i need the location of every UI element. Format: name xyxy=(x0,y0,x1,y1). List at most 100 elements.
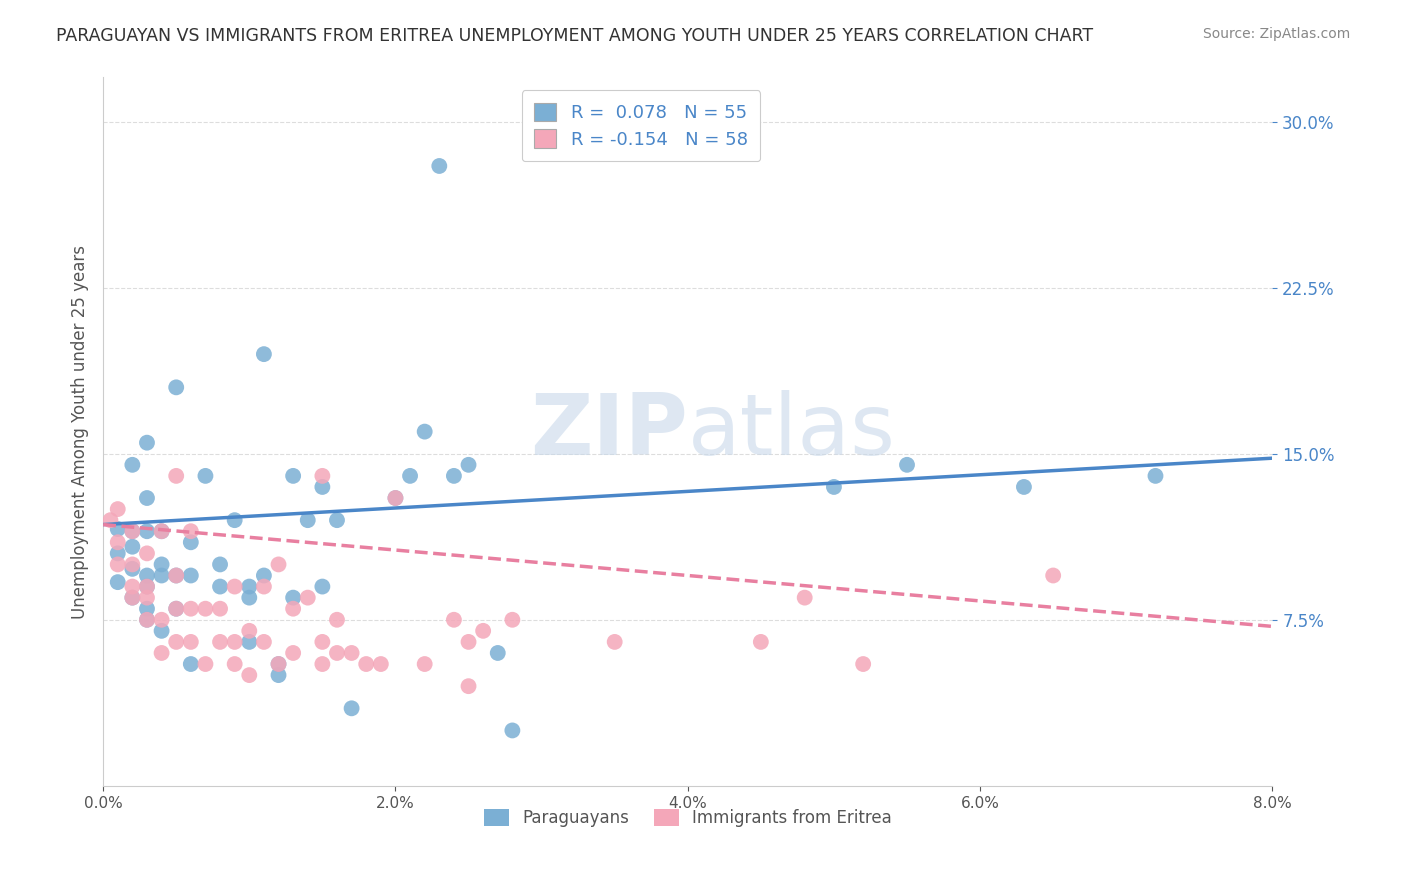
Point xyxy=(209,558,232,572)
Point xyxy=(165,601,187,615)
Point xyxy=(180,657,202,671)
Point xyxy=(326,513,349,527)
Point xyxy=(165,469,187,483)
Point xyxy=(326,646,349,660)
Point xyxy=(281,591,304,605)
Point xyxy=(311,480,333,494)
Point xyxy=(603,635,626,649)
Point xyxy=(136,591,159,605)
Point xyxy=(311,469,333,483)
Point xyxy=(281,646,304,660)
Point xyxy=(384,491,406,505)
Point xyxy=(107,522,129,536)
Point xyxy=(136,601,159,615)
Point xyxy=(326,613,349,627)
Point xyxy=(443,613,465,627)
Point xyxy=(370,657,392,671)
Point xyxy=(297,591,319,605)
Point xyxy=(107,502,129,516)
Point xyxy=(150,568,173,582)
Point xyxy=(238,624,260,638)
Point xyxy=(501,613,523,627)
Point xyxy=(136,613,159,627)
Point xyxy=(121,562,143,576)
Point xyxy=(267,657,290,671)
Legend: Paraguayans, Immigrants from Eritrea: Paraguayans, Immigrants from Eritrea xyxy=(477,803,898,834)
Y-axis label: Unemployment Among Youth under 25 years: Unemployment Among Youth under 25 years xyxy=(72,244,89,619)
Point xyxy=(150,558,173,572)
Point xyxy=(253,568,276,582)
Point xyxy=(281,469,304,483)
Point xyxy=(297,513,319,527)
Point xyxy=(224,513,246,527)
Point xyxy=(340,701,363,715)
Point xyxy=(457,679,479,693)
Point xyxy=(107,535,129,549)
Point xyxy=(165,568,187,582)
Point xyxy=(238,668,260,682)
Point xyxy=(311,657,333,671)
Point xyxy=(209,580,232,594)
Point xyxy=(136,613,159,627)
Point xyxy=(136,546,159,560)
Point xyxy=(180,535,202,549)
Point xyxy=(107,558,129,572)
Point xyxy=(121,591,143,605)
Point xyxy=(427,159,450,173)
Point xyxy=(238,580,260,594)
Point xyxy=(150,646,173,660)
Point xyxy=(399,469,422,483)
Point xyxy=(136,580,159,594)
Point xyxy=(443,469,465,483)
Point xyxy=(180,568,202,582)
Point xyxy=(1012,480,1035,494)
Point xyxy=(238,635,260,649)
Point xyxy=(136,524,159,539)
Point xyxy=(121,591,143,605)
Point xyxy=(267,657,290,671)
Point xyxy=(136,568,159,582)
Point xyxy=(253,580,276,594)
Point xyxy=(224,580,246,594)
Point xyxy=(136,491,159,505)
Point xyxy=(165,380,187,394)
Point xyxy=(253,347,276,361)
Point xyxy=(121,524,143,539)
Point xyxy=(384,491,406,505)
Point xyxy=(311,635,333,649)
Point xyxy=(180,524,202,539)
Point xyxy=(121,558,143,572)
Text: atlas: atlas xyxy=(688,390,896,473)
Point xyxy=(486,646,509,660)
Point xyxy=(194,469,217,483)
Point xyxy=(165,601,187,615)
Point xyxy=(1042,568,1064,582)
Point xyxy=(150,524,173,539)
Point xyxy=(501,723,523,738)
Point xyxy=(472,624,495,638)
Point xyxy=(238,591,260,605)
Point xyxy=(100,513,122,527)
Point xyxy=(121,540,143,554)
Point xyxy=(194,657,217,671)
Point xyxy=(121,524,143,539)
Point xyxy=(180,635,202,649)
Point xyxy=(267,558,290,572)
Point xyxy=(457,458,479,472)
Point xyxy=(413,657,436,671)
Text: ZIP: ZIP xyxy=(530,390,688,473)
Point xyxy=(749,635,772,649)
Point xyxy=(253,635,276,649)
Text: PARAGUAYAN VS IMMIGRANTS FROM ERITREA UNEMPLOYMENT AMONG YOUTH UNDER 25 YEARS CO: PARAGUAYAN VS IMMIGRANTS FROM ERITREA UN… xyxy=(56,27,1094,45)
Point xyxy=(281,601,304,615)
Point xyxy=(121,580,143,594)
Point xyxy=(224,635,246,649)
Point xyxy=(267,668,290,682)
Point xyxy=(150,524,173,539)
Point xyxy=(209,601,232,615)
Point xyxy=(413,425,436,439)
Point xyxy=(107,546,129,560)
Point xyxy=(224,657,246,671)
Point xyxy=(823,480,845,494)
Point xyxy=(194,601,217,615)
